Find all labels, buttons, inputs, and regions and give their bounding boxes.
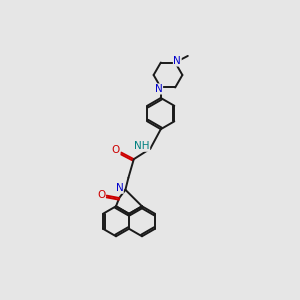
Text: O: O — [112, 145, 120, 155]
Text: N: N — [116, 183, 123, 193]
Text: N: N — [155, 84, 163, 94]
Text: N: N — [173, 56, 181, 66]
Text: O: O — [97, 190, 105, 200]
Text: NH: NH — [134, 141, 150, 151]
